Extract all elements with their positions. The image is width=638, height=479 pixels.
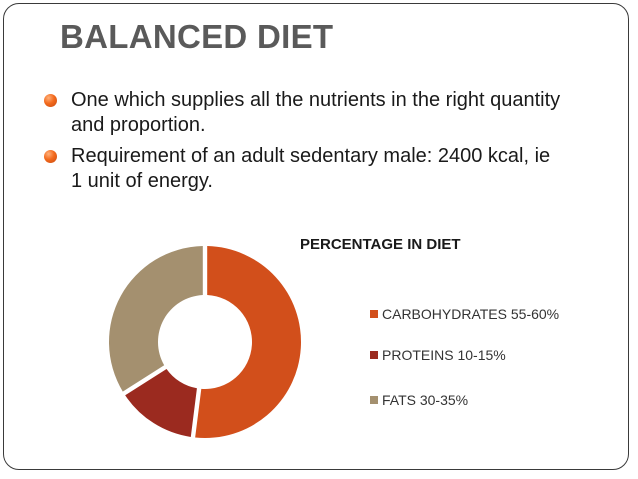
legend-swatch	[370, 351, 378, 359]
slide-title: BALANCED DIET	[60, 18, 334, 55]
slice-fats	[108, 246, 203, 392]
legend-swatch	[370, 310, 378, 318]
chart-title: PERCENTAGE IN DIET	[300, 236, 461, 253]
legend-swatch	[370, 396, 378, 404]
legend-label: PROTEINS 10-15%	[382, 347, 506, 363]
bullet-dot-icon	[44, 94, 57, 107]
legend-item-carbohydrates: CARBOHYDRATES 55-60%	[370, 305, 565, 323]
legend-label: CARBOHYDRATES 55-60%	[382, 306, 560, 322]
slide-frame	[3, 3, 629, 470]
bullet-item: One which supplies all the nutrients in …	[44, 88, 564, 138]
legend-item-fats: FATS 30-35%	[370, 391, 565, 409]
bullet-dot-icon	[44, 150, 57, 163]
legend-label: FATS 30-35%	[382, 392, 469, 408]
slice-proteins	[125, 369, 197, 437]
bullet-text: One which supplies all the nutrients in …	[71, 89, 561, 136]
slice-carbohydrates	[195, 246, 302, 439]
bullet-text: Requirement of an adult sedentary male: …	[71, 145, 551, 192]
bullet-item: Requirement of an adult sedentary male: …	[44, 144, 564, 194]
bullet-list: One which supplies all the nutrients in …	[44, 88, 564, 200]
legend-item-proteins: PROTEINS 10-15%	[370, 346, 565, 364]
